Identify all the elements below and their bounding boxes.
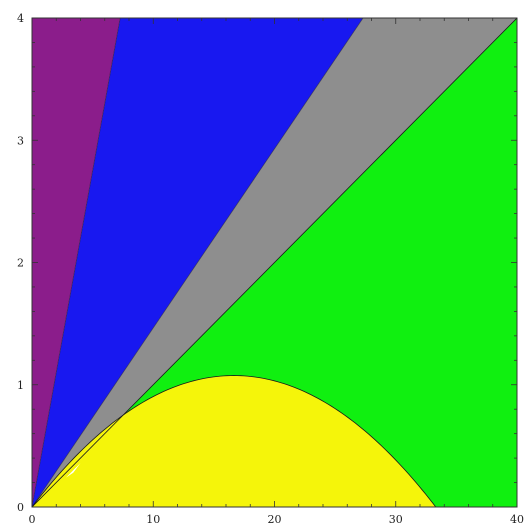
tick-labels: 0 10 20 30 40 0 1 2 3 4 [17, 12, 524, 526]
region-yellow [32, 375, 436, 507]
x-tick-label: 30 [389, 513, 403, 526]
region-gap [65, 462, 81, 478]
y-tick-label: 0 [17, 501, 24, 514]
x-tick-label: 20 [268, 513, 282, 526]
y-tick-label: 1 [17, 379, 24, 392]
x-tick-label: 0 [29, 513, 36, 526]
x-tick-label: 40 [510, 513, 524, 526]
gray-blue-boundary [32, 18, 364, 507]
region-boundaries [32, 18, 517, 507]
y-tick-label: 3 [17, 134, 24, 147]
y-tick-label: 4 [17, 12, 24, 25]
axis-ticks [31, 17, 518, 508]
y-tick-label: 2 [17, 257, 24, 270]
blue-purple-boundary [32, 18, 121, 507]
green-gray-boundary [32, 18, 517, 507]
x-tick-label: 10 [146, 513, 160, 526]
parabola-boundary [32, 375, 437, 507]
